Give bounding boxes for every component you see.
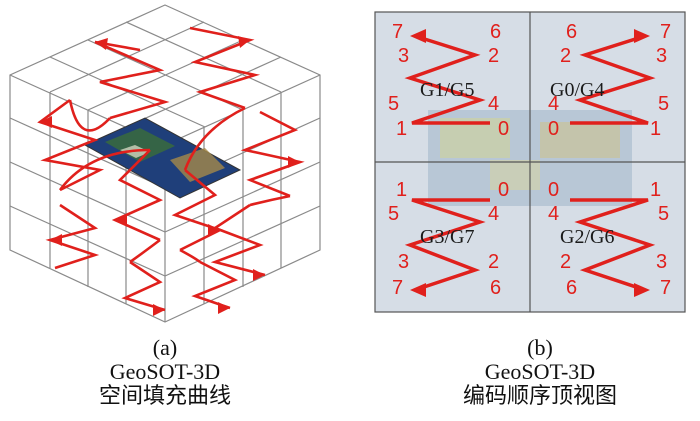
cell-number: 7 [660, 277, 671, 299]
curve-segment [121, 260, 166, 312]
arrowhead [208, 224, 220, 236]
quadrant-arrowheads [410, 29, 650, 297]
cell-number: 7 [392, 277, 403, 299]
cell-number: 4 [488, 93, 499, 115]
arrowhead [153, 304, 165, 316]
arrowhead [40, 116, 52, 128]
caption-a-title: GeoSOT-3D [109, 358, 221, 384]
curve-segment [111, 149, 164, 242]
curve-g2 [570, 198, 656, 292]
caption-b-letter: (b) [527, 335, 553, 360]
curve-arrowheads [40, 36, 300, 316]
curve-g3 [404, 198, 490, 292]
cell-number: 6 [490, 21, 501, 43]
cell-number: 1 [650, 179, 661, 201]
curve-segment [37, 98, 105, 192]
cube-diagram [0, 0, 330, 330]
earth-image-slab [83, 117, 242, 199]
curve-segment [210, 203, 266, 277]
arrowhead [410, 29, 426, 43]
cell-number: 2 [488, 45, 499, 67]
top-view-diagram: G1/G5 G0/G4 G3/G7 G2/G6 7 6 3 2 5 4 1 0 … [370, 0, 690, 330]
caption-a: (a) GeoSOT-3D 空间填充曲线 [40, 336, 290, 407]
cell-number: 0 [498, 118, 509, 140]
cell-number: 2 [560, 251, 571, 273]
cell-number: 6 [566, 21, 577, 43]
cell-number: 4 [548, 203, 559, 225]
curve-segment [129, 238, 161, 264]
curve-segment [179, 248, 201, 264]
cell-number: 6 [490, 277, 501, 299]
cell-number: 1 [396, 179, 407, 201]
quadrant-label-g1: G1/G5 [420, 79, 474, 101]
curve-segment [68, 99, 111, 132]
quadrant-label-g0: G0/G4 [550, 79, 604, 101]
cell-number: 7 [660, 21, 671, 43]
cell-number: 0 [498, 179, 509, 201]
caption-b-subtitle: 编码顺序顶视图 [462, 382, 617, 408]
quadrant-label-g3: G3/G7 [420, 226, 474, 248]
quadrant-curves [404, 34, 656, 292]
curve-segment [249, 194, 291, 207]
curve-segment [191, 260, 239, 310]
curve-g1 [404, 34, 490, 125]
cell-number: 5 [658, 93, 669, 115]
curve-segment [183, 106, 246, 171]
caption-b-title: GeoSOT-3D [484, 358, 596, 384]
cell-number: 2 [488, 251, 499, 273]
cell-number: 4 [548, 93, 559, 115]
cube-svg [9, 4, 321, 323]
cell-number: 7 [392, 21, 403, 43]
arrowhead [634, 283, 650, 297]
grid-line [125, 21, 282, 93]
cell-number: 2 [560, 45, 571, 67]
arrowhead [50, 234, 62, 246]
grid-line [9, 161, 321, 233]
arrowhead [634, 29, 650, 43]
curve-segment [240, 110, 305, 198]
cell-number: 5 [658, 203, 669, 225]
cell-number: 1 [650, 118, 661, 140]
curve-g0 [570, 34, 656, 125]
quadrant-label-g2: G2/G6 [560, 226, 614, 248]
arrowhead [253, 269, 265, 281]
arrowhead [95, 38, 108, 50]
cell-number: 5 [388, 203, 399, 225]
cell-number: 1 [396, 118, 407, 140]
arrowhead [218, 302, 230, 314]
arrowhead [115, 214, 127, 226]
grid-line [87, 39, 244, 111]
cell-number: 3 [398, 251, 409, 273]
cell-number: 3 [656, 251, 667, 273]
caption-b: (b) GeoSOT-3D 编码顺序顶视图 [410, 336, 670, 407]
arrowhead [238, 36, 250, 48]
top-view-svg: G1/G5 G0/G4 G3/G7 G2/G6 7 6 3 2 5 4 1 0 … [374, 11, 686, 313]
cell-number: 3 [398, 45, 409, 67]
grid-line [49, 56, 206, 128]
grid-line [9, 205, 321, 277]
arrowhead [410, 283, 426, 297]
cell-number: 0 [548, 179, 559, 201]
cell-number: 0 [548, 118, 559, 140]
arrowhead [288, 156, 300, 168]
cell-number: 5 [388, 93, 399, 115]
caption-a-letter: (a) [152, 335, 178, 360]
cell-number: 4 [488, 203, 499, 225]
curve-segment [58, 148, 151, 191]
cell-number: 3 [656, 45, 667, 67]
caption-a-subtitle: 空间填充曲线 [98, 382, 231, 408]
cell-number: 6 [566, 277, 577, 299]
curve-segment [171, 169, 224, 252]
